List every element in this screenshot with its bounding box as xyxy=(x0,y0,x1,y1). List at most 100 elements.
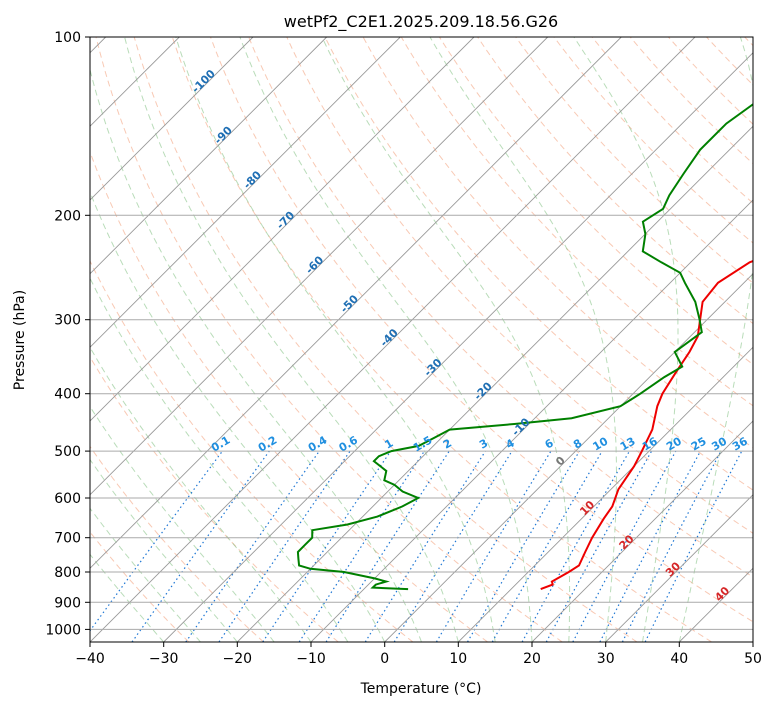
dry-adiabat xyxy=(171,37,712,642)
y-axis-label: Pressure (hPa) xyxy=(12,290,28,390)
y-tick-label: 300 xyxy=(54,313,81,329)
gridlines xyxy=(90,37,753,642)
dry-adiabat xyxy=(90,445,264,642)
x-tick-label: 0 xyxy=(380,651,389,667)
mixing-ratio-line xyxy=(466,450,580,642)
x-tick-label: −20 xyxy=(223,651,253,667)
moist-adiabat xyxy=(239,37,533,642)
x-tick-label: 10 xyxy=(449,651,467,667)
mixing-ratio-line xyxy=(435,450,552,642)
moist-adiabat xyxy=(90,405,275,642)
mixing-ratio-label: 6 xyxy=(543,436,556,451)
mixing-ratio-line xyxy=(131,450,270,642)
dry-adiabat xyxy=(591,37,753,204)
dry-adiabat xyxy=(90,531,190,642)
y-tick-label: 600 xyxy=(54,491,81,507)
mixing-ratio-line xyxy=(364,450,486,642)
mixing-ratio-line xyxy=(599,450,702,642)
y-tick-label: 1000 xyxy=(45,622,81,638)
isotherm-line xyxy=(90,37,328,275)
x-tick-label: 40 xyxy=(670,651,688,667)
mixing-ratio-line xyxy=(262,450,392,642)
isotherm-label: -40 xyxy=(378,326,401,349)
mixing-ratio-label: 2 xyxy=(441,437,454,452)
isotherm-label: -80 xyxy=(241,168,264,191)
dry-adiabat xyxy=(133,37,638,642)
mixing-ratio-line xyxy=(218,450,351,642)
isotherm-label: -60 xyxy=(303,253,326,276)
dry-adiabat xyxy=(95,37,563,642)
moist-adiabat xyxy=(678,37,753,642)
dry-adiabat xyxy=(210,37,753,623)
moist-adiabat xyxy=(90,346,312,642)
isotherm-line xyxy=(678,567,753,642)
y-tick-label: 500 xyxy=(54,444,81,460)
moist-adiabat xyxy=(573,37,679,642)
isotherm-line xyxy=(605,494,753,642)
isotherm-line xyxy=(310,199,753,642)
mixing-ratio-line xyxy=(90,450,223,632)
isotherm-label: -10 xyxy=(509,415,532,438)
isotherm-label: 10 xyxy=(577,498,597,518)
plot-frame xyxy=(89,36,754,643)
isotherm-label: -70 xyxy=(274,209,297,232)
isotherm-line xyxy=(236,125,753,642)
dry-adiabat xyxy=(90,356,339,642)
isotherm-line xyxy=(90,37,401,348)
moist-adiabat xyxy=(90,190,386,642)
isotherm-label: 30 xyxy=(663,559,683,579)
moist-adiabat xyxy=(90,67,422,642)
moist-adiabat xyxy=(429,37,617,642)
isotherm-label: -100 xyxy=(189,67,218,96)
mixing-ratio-line xyxy=(185,450,320,642)
isotherm-line xyxy=(90,37,254,201)
dry-adiabat xyxy=(324,37,753,491)
y-tick-label: 800 xyxy=(54,565,81,581)
dry-adiabat xyxy=(553,37,753,244)
mixing-ratio-line xyxy=(325,450,450,642)
isotherm-label: -20 xyxy=(472,379,495,402)
y-tick-label: 100 xyxy=(54,30,81,46)
moist-adiabat xyxy=(90,553,165,642)
isotherm-line xyxy=(90,37,622,569)
isotherm-line xyxy=(90,37,549,496)
x-axis-label: Temperature (°C) xyxy=(360,681,482,697)
dry-adiabat xyxy=(438,37,753,366)
dry-adiabat xyxy=(515,37,753,284)
isotherm-label: 40 xyxy=(712,584,732,604)
x-tick-label: 30 xyxy=(597,651,615,667)
mixing-ratio-line xyxy=(521,450,631,642)
mixing-ratio-line xyxy=(644,450,743,642)
dry-adiabat xyxy=(248,37,753,578)
isotherm-line xyxy=(384,273,753,642)
dewpoint-line xyxy=(296,103,753,591)
isotherm-label: -30 xyxy=(421,356,444,379)
temperature-line xyxy=(540,260,753,591)
moist-adiabat xyxy=(90,507,201,642)
x-tick-label: −40 xyxy=(75,651,105,667)
isotherm-line xyxy=(163,52,753,642)
dry-adiabat xyxy=(90,150,488,642)
moist-adiabat xyxy=(90,458,238,642)
dry-adiabat xyxy=(706,37,753,86)
isotherm-line xyxy=(90,37,696,642)
isotherm-line xyxy=(531,420,753,642)
isotherm-label: -50 xyxy=(338,292,361,315)
moist-adiabat xyxy=(124,37,459,642)
background-lines xyxy=(90,37,753,642)
dry-adiabat xyxy=(90,259,414,642)
y-tick-label: 700 xyxy=(54,531,81,547)
x-tick-label: 50 xyxy=(744,651,762,667)
y-tick-label: 400 xyxy=(54,387,81,403)
chart-title: wetPf2_C2E1.2025.209.18.56.G26 xyxy=(284,12,558,32)
mixing-ratio-label: 4 xyxy=(504,436,517,451)
dry-adiabat xyxy=(286,37,753,534)
moist-adiabat xyxy=(90,277,349,642)
x-tick-label: 20 xyxy=(523,651,541,667)
series-layer xyxy=(296,103,753,591)
dry-adiabat xyxy=(744,37,753,47)
x-tick-label: −10 xyxy=(296,651,326,667)
isotherm-line xyxy=(90,37,475,422)
mixing-ratio-line xyxy=(572,450,677,642)
